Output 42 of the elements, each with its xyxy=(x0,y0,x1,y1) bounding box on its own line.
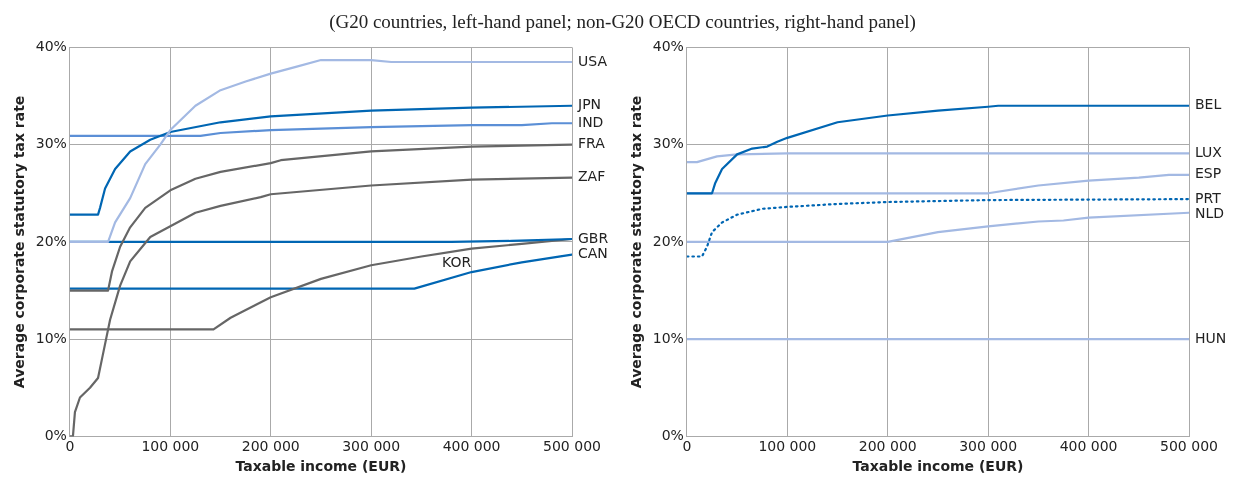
series-label: GBR xyxy=(578,229,609,246)
y-tick-label: 0% xyxy=(44,427,67,444)
x-axis-title: Taxable income (EUR) xyxy=(852,458,1024,475)
y-tick-label: 20% xyxy=(652,232,684,249)
x-axis-title: Taxable income (EUR) xyxy=(235,458,407,475)
text: (G20 countries, left-hand panel; non-G20 OECD countries, right-hand panel) xyxy=(328,10,917,34)
series-label: LUX xyxy=(1195,144,1223,161)
x-tick-label: 400 000 xyxy=(442,438,501,455)
x-tick-label: 500 000 xyxy=(543,438,601,455)
series-label: JPN xyxy=(577,96,602,113)
x-tick-label: 0 xyxy=(65,438,75,455)
y-tick-label: 10% xyxy=(652,329,684,346)
y-tick-label: 30% xyxy=(652,135,684,152)
y-tick-label: 20% xyxy=(35,232,67,249)
x-tick-label: 500 000 xyxy=(1160,438,1218,455)
y-axis-title: Average corporate statutory tax rate xyxy=(628,95,645,389)
series-label: HUN xyxy=(1195,329,1227,346)
x-tick-label: 100 000 xyxy=(141,438,200,455)
y-tick-label: 0% xyxy=(661,427,684,444)
line-series xyxy=(686,198,1189,258)
x-tick-label: 200 000 xyxy=(241,438,300,455)
series-label: USA xyxy=(578,52,608,69)
series-label: ESP xyxy=(1195,165,1222,182)
x-tick-label: 300 000 xyxy=(342,438,401,455)
series-label: IND xyxy=(578,113,604,130)
y-tick-label: 10% xyxy=(35,329,67,346)
series-label: PRT xyxy=(1195,189,1222,206)
x-tick-label: 0 xyxy=(682,438,692,455)
x-tick-label: 100 000 xyxy=(758,438,817,455)
series-label: NLD xyxy=(1195,204,1225,221)
y-axis-title: Average corporate statutory tax rate xyxy=(11,95,28,389)
series-label: KOR xyxy=(442,254,472,271)
y-tick-label: 40% xyxy=(35,38,67,55)
x-tick-label: 300 000 xyxy=(959,438,1018,455)
series-label: CAN xyxy=(578,245,608,262)
x-tick-label: 200 000 xyxy=(858,438,917,455)
y-tick-label: 30% xyxy=(35,135,67,152)
x-tick-label: 400 000 xyxy=(1059,438,1118,455)
series-label: BEL xyxy=(1195,96,1222,113)
series-label: FRA xyxy=(578,135,606,152)
series-label: ZAF xyxy=(578,168,606,185)
y-tick-label: 40% xyxy=(652,38,684,55)
